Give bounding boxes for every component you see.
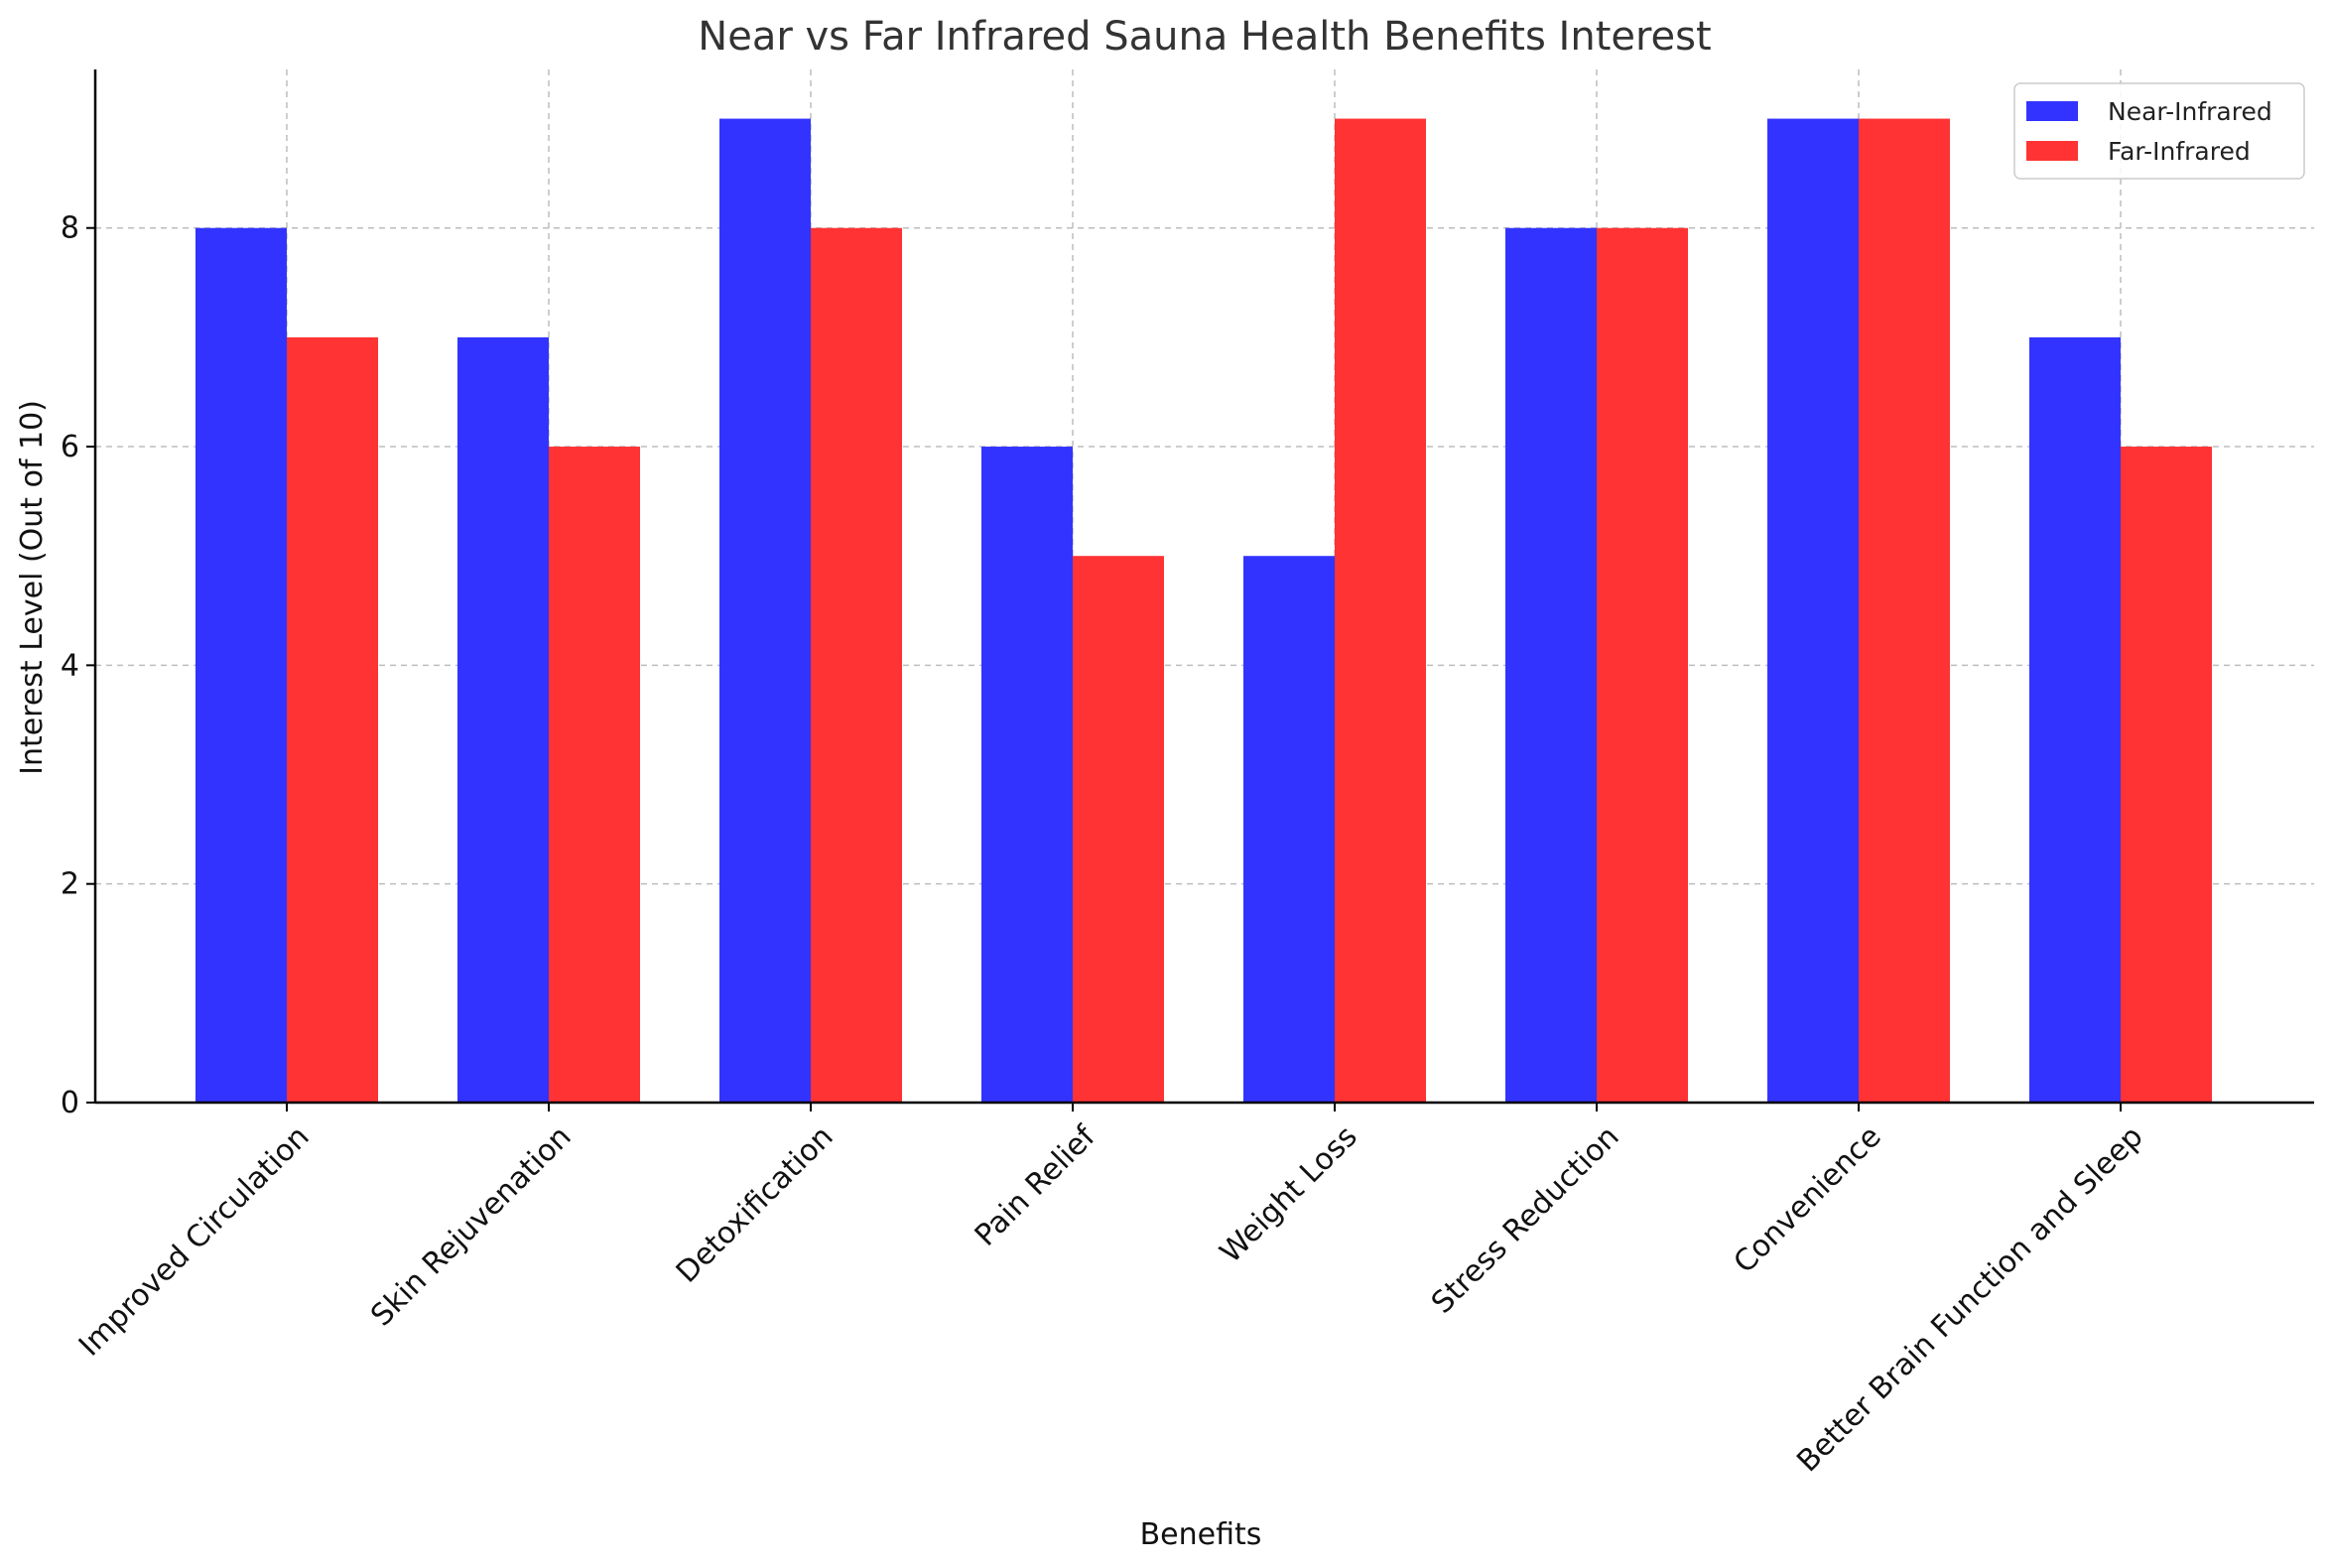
legend-swatch-near-infrared — [2026, 101, 2078, 121]
x-tick-label: Skin Rejuvenation — [364, 1119, 578, 1333]
grid-layer — [95, 69, 2314, 1103]
y-axis-label: Interest Level (Out of 10) — [15, 400, 50, 775]
bar-near-infrared-weight-loss — [1243, 556, 1335, 1103]
bar-near-infrared-improved-circulation — [195, 227, 287, 1103]
bar-far-infrared-better-brain-function-and-sleep — [2121, 447, 2212, 1103]
x-tick-label: Detoxification — [670, 1119, 841, 1290]
bars-layer — [195, 118, 2212, 1104]
bar-near-infrared-detoxification — [719, 118, 811, 1104]
bar-far-infrared-weight-loss — [1335, 118, 1426, 1104]
chart-title: Near vs Far Infrared Sauna Health Benefi… — [698, 14, 1711, 60]
legend-label-far-infrared: Far-Infrared — [2108, 137, 2251, 166]
bar-near-infrared-skin-rejuvenation — [457, 336, 549, 1103]
bar-far-infrared-pain-relief — [1073, 556, 1164, 1103]
legend-swatch-far-infrared — [2026, 141, 2078, 161]
bar-far-infrared-stress-reduction — [1597, 227, 1688, 1103]
bar-near-infrared-better-brain-function-and-sleep — [2029, 336, 2121, 1103]
y-tick-label: 4 — [61, 648, 79, 683]
bar-near-infrared-pain-relief — [981, 447, 1073, 1103]
x-tick-label: Pain Relief — [969, 1118, 1103, 1253]
legend-frame — [2013, 82, 2305, 180]
axes-layer — [93, 69, 2314, 1105]
bar-near-infrared-convenience — [1767, 118, 1859, 1104]
y-tick-label: 8 — [61, 211, 79, 246]
legend: Near-Infrared Far-Infrared — [2013, 82, 2305, 180]
bar-near-infrared-stress-reduction — [1505, 227, 1597, 1103]
y-tick-label: 0 — [61, 1086, 79, 1120]
bar-far-infrared-convenience — [1859, 118, 1950, 1104]
legend-label-near-infrared: Near-Infrared — [2108, 97, 2272, 126]
y-tick-label: 6 — [61, 430, 79, 464]
bar-far-infrared-detoxification — [811, 227, 902, 1103]
x-tick-label: Improved Circulation — [72, 1119, 317, 1364]
y-tick-label: 2 — [61, 867, 79, 902]
bar-far-infrared-improved-circulation — [287, 336, 378, 1103]
x-tick-label: Convenience — [1728, 1119, 1888, 1280]
bar-far-infrared-skin-rejuvenation — [549, 447, 640, 1103]
x-tick-label: Stress Reduction — [1425, 1119, 1626, 1321]
x-tick-label: Weight Loss — [1214, 1119, 1364, 1270]
x-axis-label: Benefits — [1140, 1517, 1262, 1552]
